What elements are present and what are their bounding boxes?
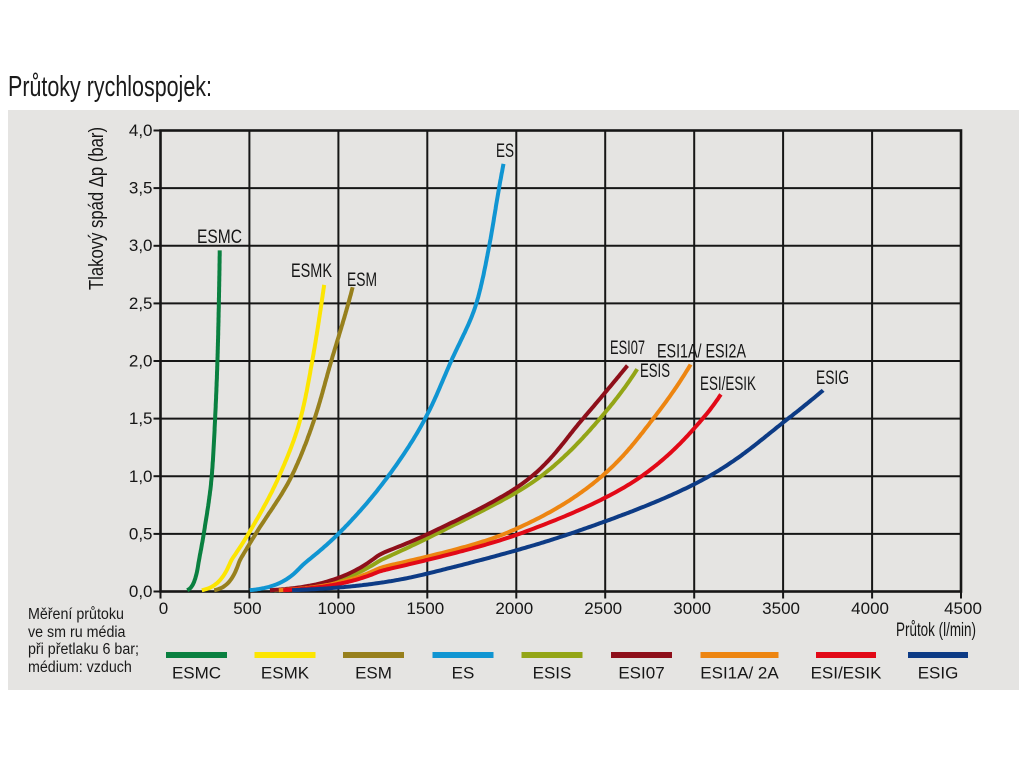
svg-text:ESMC: ESMC <box>172 664 221 683</box>
svg-text:0: 0 <box>159 599 168 618</box>
svg-text:ESMK: ESMK <box>261 664 310 683</box>
svg-text:Tlakový spád Δp (bar): Tlakový spád Δp (bar) <box>86 127 108 290</box>
svg-text:4000: 4000 <box>851 599 889 618</box>
svg-text:ESI07: ESI07 <box>610 338 645 359</box>
svg-text:ES: ES <box>496 141 514 162</box>
svg-text:ESI07: ESI07 <box>618 664 664 683</box>
svg-text:ESM: ESM <box>355 664 392 683</box>
svg-text:3500: 3500 <box>762 599 800 618</box>
svg-text:ESMK: ESMK <box>291 261 332 282</box>
svg-text:ESI1A/ ESI2A: ESI1A/ ESI2A <box>657 342 746 363</box>
svg-text:1000: 1000 <box>317 599 355 618</box>
svg-text:3000: 3000 <box>673 599 711 618</box>
svg-text:Průtok (l/min): Průtok (l/min) <box>896 620 976 641</box>
svg-text:ESI1A/ 2A: ESI1A/ 2A <box>700 664 779 683</box>
svg-text:3,5: 3,5 <box>129 179 153 198</box>
svg-text:1,0: 1,0 <box>129 467 153 486</box>
svg-text:2,0: 2,0 <box>129 352 153 371</box>
svg-text:ES: ES <box>452 664 475 683</box>
svg-text:0,0: 0,0 <box>129 582 153 601</box>
svg-text:500: 500 <box>233 599 261 618</box>
svg-text:3,0: 3,0 <box>129 236 153 255</box>
svg-text:0,5: 0,5 <box>129 524 153 543</box>
svg-text:ESIG: ESIG <box>918 664 959 683</box>
svg-text:ESIG: ESIG <box>816 368 849 389</box>
svg-text:ESIS: ESIS <box>533 664 572 683</box>
svg-text:ESMC: ESMC <box>197 227 242 248</box>
svg-text:2500: 2500 <box>584 599 622 618</box>
svg-text:2,5: 2,5 <box>129 294 153 313</box>
svg-text:ESI/ESIK: ESI/ESIK <box>811 664 883 683</box>
svg-text:ESIS: ESIS <box>640 361 670 382</box>
svg-text:4,0: 4,0 <box>129 121 153 140</box>
svg-text:2000: 2000 <box>495 599 533 618</box>
svg-text:ESI/ESIK: ESI/ESIK <box>700 374 756 395</box>
svg-text:1,5: 1,5 <box>129 409 153 428</box>
svg-text:1500: 1500 <box>406 599 444 618</box>
svg-text:ESM: ESM <box>347 270 377 291</box>
svg-text:4500: 4500 <box>944 599 982 618</box>
